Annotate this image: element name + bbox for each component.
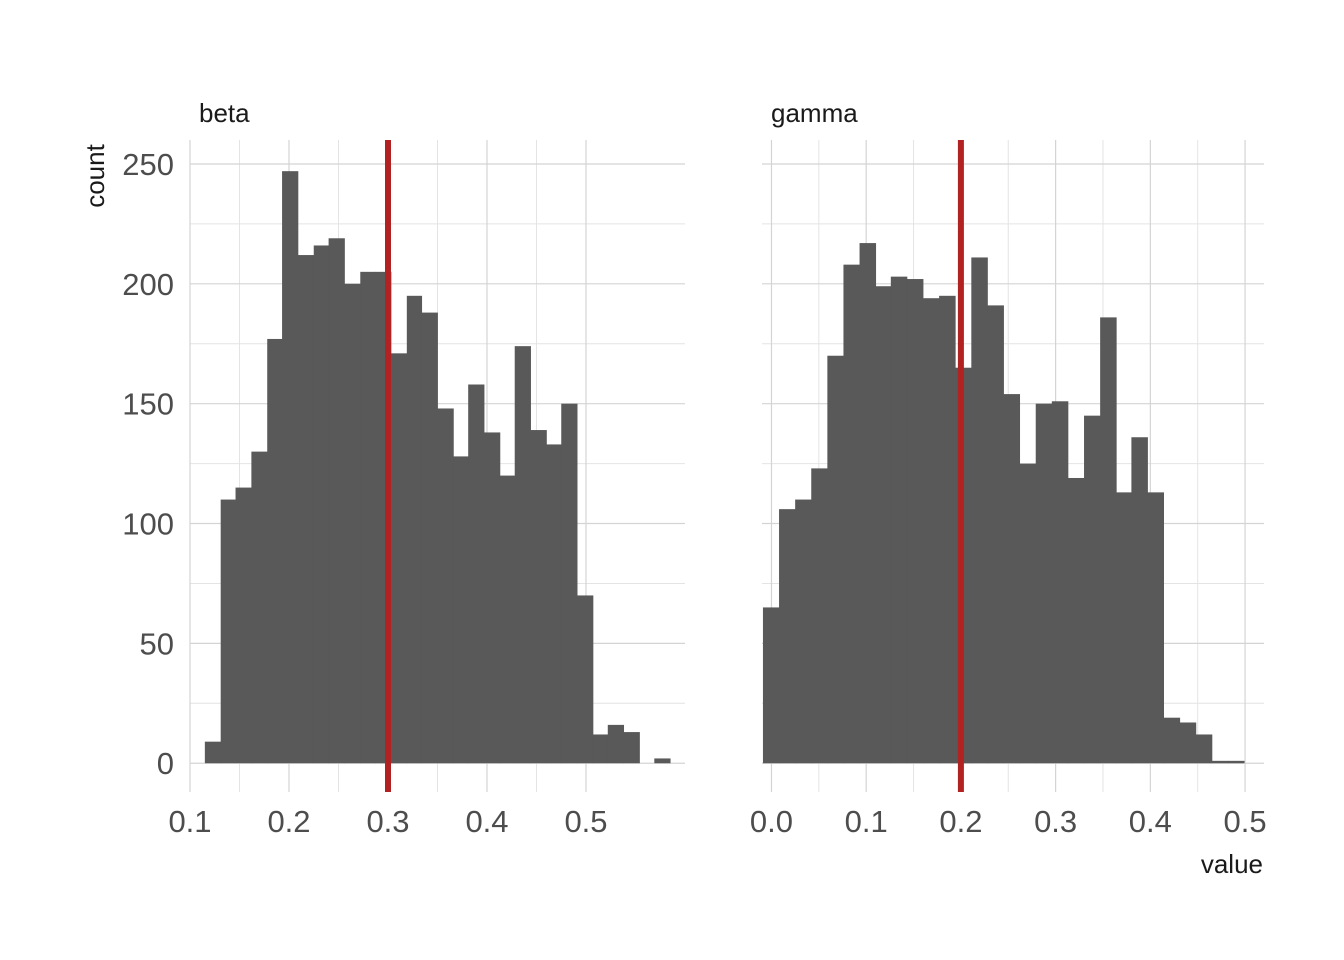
histogram-bar — [1228, 760, 1245, 764]
panel-title-gamma: gamma — [771, 98, 858, 128]
y-tick-label: 150 — [122, 387, 174, 422]
histogram-bar — [1084, 415, 1101, 764]
panel-beta: beta 0.1 0.2 0.3 0.4 0.5 0 50 100 150 200 250 — [122, 98, 685, 839]
x-tick-label: 0.1 — [845, 804, 888, 839]
histogram-bar — [297, 255, 315, 764]
histogram-bar — [623, 732, 640, 764]
histogram-bar — [827, 355, 844, 764]
histogram-bar — [1116, 492, 1132, 764]
y-tick-label: 250 — [122, 147, 174, 182]
histogram-bar — [906, 279, 924, 764]
histogram-bar — [607, 724, 625, 764]
histogram-bar — [1147, 492, 1164, 764]
histogram-bar — [468, 384, 485, 764]
y-tick-label: 50 — [140, 626, 174, 661]
histogram-bar — [1019, 463, 1037, 764]
x-tick-label: 0.2 — [939, 804, 982, 839]
histogram-bar — [923, 298, 940, 764]
histogram-bar — [484, 432, 501, 764]
histogram-bar — [360, 271, 376, 764]
histogram-bar — [795, 499, 812, 764]
histogram-bar — [1211, 760, 1229, 764]
histogram-bar — [328, 238, 345, 764]
histogram-bar — [890, 276, 908, 764]
histogram-bar — [313, 245, 329, 764]
histogram-bar — [282, 171, 299, 764]
histogram-bar — [1051, 401, 1069, 764]
histogram-bar — [561, 403, 578, 764]
panel-title-beta: beta — [199, 98, 250, 128]
x-tick-label: 0.4 — [465, 804, 508, 839]
x-tick-label: 0.1 — [168, 804, 211, 839]
histogram-bar — [1067, 477, 1085, 764]
histogram-bar — [530, 430, 547, 764]
x-tick-label: 0.3 — [1034, 804, 1077, 839]
histogram-bar — [220, 499, 236, 764]
histogram-bar — [762, 607, 780, 764]
histogram-bar — [437, 408, 454, 764]
histogram-bar — [390, 353, 408, 764]
histogram-bar — [453, 456, 469, 764]
histogram-bar — [1163, 717, 1181, 764]
histogram-bar — [1100, 317, 1117, 764]
histogram-bar — [267, 338, 283, 764]
histogram-bar — [1131, 437, 1148, 764]
histogram-bar — [344, 283, 361, 764]
x-tick-label: 0.5 — [564, 804, 607, 839]
histogram-bar — [421, 312, 438, 764]
histogram-bar — [1035, 403, 1053, 764]
histogram-bar — [811, 468, 828, 764]
histogram-bar — [939, 295, 956, 764]
y-tick-label: 0 — [157, 746, 174, 781]
x-tick-label: 0.5 — [1224, 804, 1267, 839]
histogram-bar — [779, 509, 796, 764]
x-tick-label: 0.2 — [267, 804, 310, 839]
histogram-bar — [577, 595, 594, 764]
y-tick-label: 200 — [122, 267, 174, 302]
y-tick-label: 100 — [122, 507, 174, 542]
panel-gamma: gamma 0.0 0.1 0.2 0.3 0.4 0.5 — [750, 98, 1267, 839]
histogram-bar — [406, 295, 423, 764]
histogram-bar — [875, 286, 892, 764]
histogram-bar — [1195, 734, 1213, 764]
histogram-bar — [514, 346, 531, 764]
histogram-bar — [1003, 394, 1021, 764]
histogram-bar — [1179, 722, 1197, 764]
histogram-bar — [499, 475, 516, 764]
histogram-bar — [971, 257, 988, 764]
y-axis-title: count — [80, 143, 110, 207]
histogram-bar — [235, 487, 252, 764]
x-tick-label: 0.4 — [1129, 804, 1172, 839]
histogram-bar — [654, 758, 671, 764]
histogram-bar — [546, 444, 562, 764]
histogram-bar — [987, 305, 1004, 764]
x-tick-label: 0.3 — [366, 804, 409, 839]
histogram-bar — [204, 741, 222, 764]
histogram-bar — [592, 734, 609, 764]
histogram-bar — [859, 243, 877, 764]
x-tick-label: 0.0 — [750, 804, 793, 839]
histogram-bar — [843, 264, 860, 764]
histogram-bar — [251, 451, 268, 764]
x-axis-title: value — [1201, 849, 1263, 879]
